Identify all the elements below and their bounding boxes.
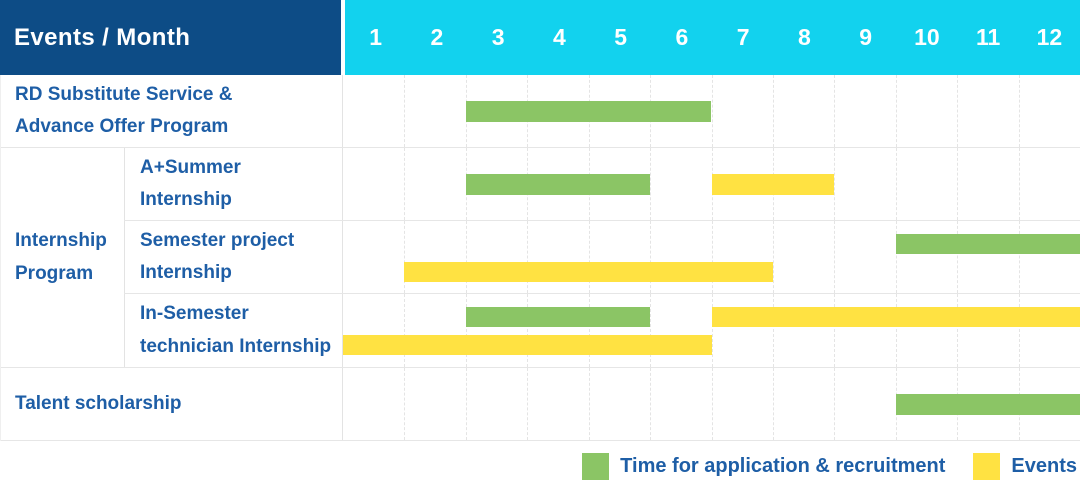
month-gridline <box>957 75 959 147</box>
month-gridline <box>465 294 467 367</box>
row-chart-area <box>342 221 1080 293</box>
gantt-bar-application <box>465 307 651 327</box>
month-label: 2 <box>430 24 444 50</box>
month-gridline <box>772 294 774 367</box>
month-gridline <box>834 75 836 147</box>
month-gridline <box>895 221 897 293</box>
month-gridline <box>895 75 897 147</box>
month-gridline <box>895 294 897 367</box>
gantt-bar-event <box>404 262 773 282</box>
table-row: Talent scholarship <box>1 368 1080 441</box>
gantt-bar-event <box>711 307 1080 327</box>
month-gridline <box>527 221 529 293</box>
month-label: 1 <box>369 24 383 50</box>
month-gridline <box>465 221 467 293</box>
month-gridline <box>404 148 406 220</box>
row-label: A+Summer Internship <box>124 148 342 220</box>
month-gridline <box>834 221 836 293</box>
month-gridline <box>404 294 406 367</box>
legend-label: Time for application & recruitment <box>620 455 946 477</box>
month-label: 11 <box>975 24 1001 50</box>
month-gridline <box>650 294 652 367</box>
month-gridline <box>772 368 774 440</box>
month-gridline <box>650 221 652 293</box>
legend-label: Events <box>1011 455 1077 477</box>
month-gridline <box>834 294 836 367</box>
month-label: 10 <box>914 24 940 50</box>
month-gridline <box>772 75 774 147</box>
legend-item: Events <box>973 453 1077 480</box>
table-row: A+Summer Internship <box>124 148 1080 221</box>
month-label: 7 <box>736 24 750 50</box>
row-label: In-Semester technician Internship <box>124 294 342 367</box>
month-gridline <box>1018 294 1020 367</box>
month-label: 5 <box>614 24 628 50</box>
month-gridline <box>1018 75 1020 147</box>
table-header-row: Events / Month 1 2 3 4 5 6 7 8 9 10 11 12 <box>0 0 1080 75</box>
month-gridline <box>711 75 713 147</box>
legend-item: Time for application & recruitment <box>582 453 945 480</box>
month-gridline <box>588 294 590 367</box>
month-gridline <box>1018 221 1020 293</box>
month-label: 6 <box>675 24 689 50</box>
month-gridline <box>834 368 836 440</box>
month-gridline <box>711 294 713 367</box>
gantt-bar-event <box>711 174 835 195</box>
month-gridline <box>957 294 959 367</box>
month-gridline <box>404 368 406 440</box>
month-label: 3 <box>491 24 505 50</box>
month-gridline <box>650 368 652 440</box>
month-gridline <box>957 221 959 293</box>
table-row: In-Semester technician Internship <box>124 294 1080 367</box>
header-divider <box>341 0 345 75</box>
month-gridline <box>588 368 590 440</box>
table-corner-header: Events / Month <box>0 0 341 75</box>
month-gridline <box>404 221 406 293</box>
gantt-bar-event <box>343 335 712 355</box>
table-row: Semester project Internship <box>124 221 1080 294</box>
month-gridline <box>588 221 590 293</box>
table-row: RD Substitute Service & Advance Offer Pr… <box>1 75 1080 148</box>
gantt-bar-application <box>465 101 712 122</box>
row-label: Semester project Internship <box>124 221 342 293</box>
month-gridline <box>957 148 959 220</box>
legend-swatch-yellow <box>973 453 1001 480</box>
row-label: Talent scholarship <box>15 392 182 414</box>
month-gridline <box>1018 148 1020 220</box>
page-title: Events / Month <box>14 23 191 51</box>
month-label: 12 <box>1036 24 1063 50</box>
row-chart-area <box>342 75 1080 147</box>
month-gridline <box>895 148 897 220</box>
month-gridline <box>527 368 529 440</box>
row-chart-area <box>342 294 1080 367</box>
month-gridline <box>711 368 713 440</box>
gantt-bar-application <box>895 394 1080 415</box>
month-header-row: 1 2 3 4 5 6 7 8 9 10 11 12 <box>345 0 1080 75</box>
row-chart-area <box>342 148 1080 220</box>
legend-swatch-green <box>582 453 610 480</box>
month-gridline <box>772 221 774 293</box>
group-sub-rows: A+Summer Internship Semester project Inte… <box>124 148 1080 367</box>
month-gridline <box>465 368 467 440</box>
legend: Time for application & recruitment Events <box>582 453 1077 480</box>
month-gridline <box>404 75 406 147</box>
group-row-block: Internship Program A+Summer Internship Sem… <box>1 148 1080 368</box>
month-label: 4 <box>552 24 566 50</box>
gantt-bar-application <box>895 234 1080 254</box>
table-body: RD Substitute Service & Advance Offer Pr… <box>0 75 1080 441</box>
month-gridline <box>650 148 652 220</box>
gantt-bar-application <box>465 174 651 195</box>
month-gridline <box>834 148 836 220</box>
row-label: RD Substitute Service & Advance Offer Pr… <box>15 83 233 137</box>
group-label-cell: Internship Program <box>15 230 107 284</box>
month-gridline <box>711 221 713 293</box>
month-label: 9 <box>859 24 873 50</box>
month-label: 8 <box>797 24 811 50</box>
month-gridline <box>527 294 529 367</box>
row-chart-area <box>342 368 1080 440</box>
